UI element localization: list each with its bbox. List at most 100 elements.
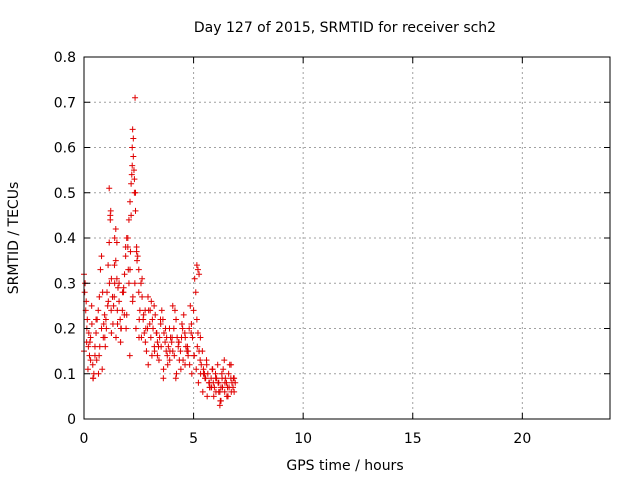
data-point [203, 357, 210, 364]
data-point [169, 302, 176, 309]
data-point [209, 366, 216, 373]
data-point [117, 339, 124, 346]
data-point [188, 370, 195, 377]
data-point [130, 167, 137, 174]
axis-ticks [83, 56, 610, 420]
data-point [102, 316, 109, 323]
data-point [214, 361, 221, 368]
data-point [103, 325, 110, 332]
data-point [160, 366, 167, 373]
data-point [81, 289, 88, 296]
data-point [127, 198, 134, 205]
data-point [117, 316, 124, 323]
data-point [126, 352, 133, 359]
data-point [191, 352, 198, 359]
data-point [144, 293, 151, 300]
data-point [128, 180, 135, 187]
data-point [210, 393, 217, 400]
data-point [101, 311, 108, 318]
data-point [88, 302, 95, 309]
data-point [114, 320, 121, 327]
data-point [215, 388, 222, 395]
data-point [122, 244, 129, 251]
data-point [135, 266, 142, 273]
y-tick-label: 0.1 [54, 367, 76, 383]
data-point [153, 330, 160, 337]
data-point [84, 366, 91, 373]
data-point [129, 162, 136, 169]
data-point [188, 320, 195, 327]
data-point [104, 302, 111, 309]
data-point [182, 334, 189, 341]
data-point [193, 316, 200, 323]
data-point [132, 207, 139, 214]
data-point [162, 339, 169, 346]
data-point [186, 325, 193, 332]
y-tick-label: 0.2 [54, 322, 76, 338]
data-point [182, 361, 189, 368]
chart-title: Day 127 of 2015, SRMTID for receiver sch… [194, 20, 496, 36]
data-point [198, 361, 205, 368]
data-point [114, 307, 121, 314]
data-point [196, 271, 203, 278]
data-point [184, 343, 191, 350]
data-point [180, 311, 187, 318]
data-point [194, 343, 201, 350]
data-point [112, 257, 119, 264]
data-point [232, 379, 239, 386]
data-point [158, 343, 165, 350]
data-point [231, 388, 238, 395]
data-point [117, 325, 124, 332]
y-tick-label: 0 [67, 412, 76, 428]
data-point [162, 325, 169, 332]
data-point [194, 330, 201, 337]
data-point [123, 325, 130, 332]
data-point [158, 307, 165, 314]
data-point [178, 320, 185, 327]
data-point [97, 266, 104, 273]
data-point [217, 397, 224, 404]
data-point [107, 207, 114, 214]
data-point [154, 352, 161, 359]
data-point [166, 348, 173, 355]
data-point [177, 348, 184, 355]
data-point [136, 334, 143, 341]
data-point [197, 334, 204, 341]
data-point [123, 311, 130, 318]
y-tick-labels: 0 0.1 0.2 0.3 0.4 0.5 0.6 0.7 0.8 [54, 50, 76, 428]
data-point [119, 307, 126, 314]
data-point [199, 388, 206, 395]
data-point [129, 126, 136, 133]
data-point [105, 298, 112, 305]
data-point [200, 370, 207, 377]
data-point [102, 343, 109, 350]
data-point [194, 266, 201, 273]
data-point [218, 370, 225, 377]
data-point [221, 388, 228, 395]
data-point [137, 280, 144, 287]
data-point [199, 348, 206, 355]
data-point [160, 330, 167, 337]
data-point [206, 384, 213, 391]
data-point [142, 325, 149, 332]
grid-lines [84, 57, 610, 419]
data-point [150, 325, 157, 332]
data-point [134, 253, 141, 260]
y-tick-label: 0.5 [54, 186, 76, 202]
data-point [125, 216, 132, 223]
x-tick-labels: 0 5 10 15 20 [80, 431, 532, 447]
data-point [87, 357, 94, 364]
data-point [187, 302, 194, 309]
y-tick-label: 0.4 [54, 231, 76, 247]
data-point [113, 239, 120, 246]
data-point [221, 357, 228, 364]
data-point [221, 379, 228, 386]
y-tick-label: 0.6 [54, 141, 76, 157]
data-point [108, 330, 115, 337]
data-point [122, 253, 129, 260]
data-point [121, 271, 128, 278]
data-point [105, 262, 112, 269]
data-point [128, 212, 135, 219]
data-point [142, 307, 149, 314]
data-point [120, 284, 127, 291]
